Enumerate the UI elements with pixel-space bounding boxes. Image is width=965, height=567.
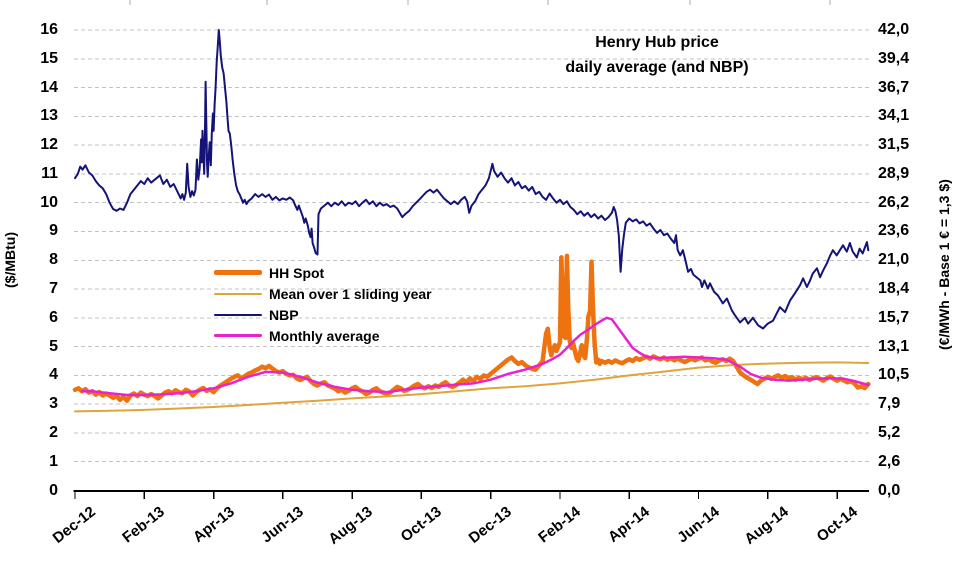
right-axis-tick-label: 21,0 [878,251,910,269]
legend-label: HH Spot [269,264,325,281]
legend-label: Monthly average [269,327,380,344]
left-axis-tick-label: 0 [49,481,58,499]
legend-item-mean-sliding-year: Mean over 1 sliding year [214,283,432,304]
right-axis-tick-label: 28,9 [878,164,910,182]
legend-item-nbp: NBP [214,304,432,325]
left-axis-tick-label: 6 [49,308,58,326]
chart-title-line1: Henry Hub price [595,34,719,51]
right-axis-tick-label: 7,9 [878,395,901,413]
left-axis-tick-label: 10 [40,193,58,211]
left-axis-tick-label: 11 [41,164,58,182]
chart-title-line2: daily average (and NBP) [565,59,749,76]
right-axis-tick-label: 10,5 [878,366,910,384]
left-axis-tick-label: 13 [40,107,58,125]
right-axis-tick-label: 31,5 [878,136,910,154]
chart-title: Henry Hub price daily average (and NBP) [477,30,837,80]
right-axis-title: (€/MWh - Base 1 € = 1,3 $) [936,179,952,351]
left-axis-tick-label: 9 [49,222,58,240]
right-axis-tick-label: 13,1 [878,337,910,355]
legend-label: Mean over 1 sliding year [269,285,432,302]
left-axis-tick-label: 7 [49,280,58,298]
left-axis-tick-label: 5 [49,337,58,355]
mean-line-swatch [214,292,262,295]
legend-item-hh-spot: HH Spot [214,262,432,283]
right-axis-tick-label: 15,7 [878,308,910,326]
right-axis-tick-label: 18,4 [878,280,910,298]
right-axis-tick-label: 26,2 [878,193,910,211]
monthly-average-line-swatch [214,334,262,337]
right-axis-tick-label: 36,7 [878,78,910,96]
left-axis-tick-label: 15 [40,49,58,67]
left-axis-tick-label: 4 [49,366,58,384]
series-line-monthly-average [80,316,870,397]
right-axis-tick-label: 42,0 [878,21,910,39]
right-axis-tick-label: 39,4 [878,49,910,67]
hh-spot-line-swatch [214,270,262,275]
left-axis-tick-label: 2 [49,423,58,441]
legend: HH Spot Mean over 1 sliding year NBP Mon… [214,262,432,346]
left-axis-tick-label: 14 [40,78,58,96]
series-line-hh-spot [72,253,871,403]
legend-label: NBP [269,306,299,323]
nbp-line-swatch [214,313,262,316]
right-axis-tick-label: 34,1 [878,107,910,125]
left-axis-tick-label: 12 [40,136,58,154]
right-axis-tick-label: 0,0 [878,481,901,499]
series-line-nbp [74,29,870,330]
left-axis-tick-label: 16 [40,21,58,39]
left-axis-tick-label: 3 [49,395,58,413]
right-axis-tick-label: 2,6 [878,452,901,470]
left-axis-tick-label: 8 [49,251,58,269]
left-axis-tick-label: 1 [49,452,58,470]
right-axis-tick-label: 5,2 [878,423,901,441]
legend-item-monthly-average: Monthly average [214,325,432,346]
right-axis-tick-label: 23,6 [878,222,910,240]
